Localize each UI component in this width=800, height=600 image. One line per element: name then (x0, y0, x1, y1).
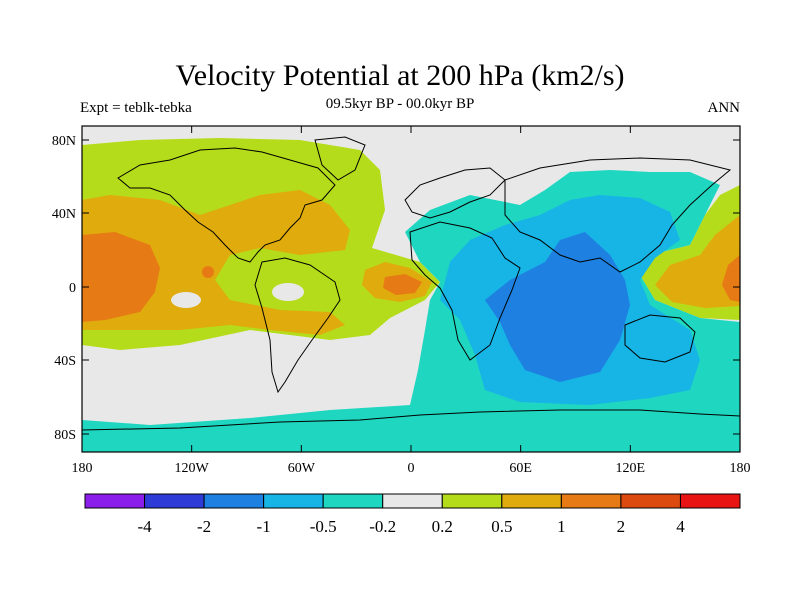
lat-label: 40N (52, 207, 76, 222)
colorbar-label: -0.5 (310, 517, 337, 536)
experiment-label: Expt = teblk-tebka (80, 100, 192, 116)
colorbar-swatch (560, 493, 622, 509)
colorbar-label: 4 (676, 517, 685, 536)
map-title: Velocity Potential at 200 hPa (km2/s) (175, 59, 625, 92)
neutral-hole-amazon (272, 283, 304, 301)
colorbar-swatch (620, 493, 681, 509)
colorbar-label: -2 (197, 517, 211, 536)
lat-label: 0 (69, 281, 76, 296)
coast-north-america (117, 147, 336, 263)
dark-orange-spot (202, 266, 214, 278)
contour-field (82, 126, 740, 452)
colorbar-swatch (501, 493, 562, 509)
colorbar-swatch (203, 493, 265, 509)
colorbar-label: 0.2 (432, 517, 453, 536)
colorbar-label: -0.2 (369, 517, 396, 536)
coast-africa (409, 221, 521, 361)
colorbar-label: 2 (617, 517, 626, 536)
coast-asia (504, 157, 732, 273)
colorbar-swatch (679, 493, 741, 509)
colorbar (84, 493, 741, 509)
colorbar-label: -4 (137, 517, 152, 536)
colorbar-label: 1 (557, 517, 566, 536)
orange-region-east (655, 215, 740, 308)
colorbar-swatch (144, 493, 205, 509)
colorbar-swatch (441, 493, 503, 509)
colorbar-labels: -4 -2 -1 -0.5 -0.2 0.2 0.5 1 2 4 (137, 517, 685, 536)
dark-orange-region-west (82, 232, 160, 322)
colorbar-swatch (322, 493, 384, 509)
lon-label: 0 (408, 461, 415, 476)
lon-label: 180 (730, 461, 751, 476)
lat-label: 80S (54, 428, 76, 443)
lat-label: 40S (54, 354, 76, 369)
dark-orange-region-atlantic (383, 274, 422, 295)
longitude-axis: 180 120W 60W 0 60E 120E 180 (72, 126, 751, 476)
lon-label: 120E (616, 461, 646, 476)
lat-label: 80N (52, 134, 76, 149)
colorbar-swatch (263, 493, 324, 509)
coast-greenland (314, 136, 366, 181)
lon-label: 120W (175, 461, 210, 476)
coast-australia (624, 314, 696, 363)
latitude-axis: 80N 40N 0 40S 80S (52, 134, 740, 443)
coastlines (82, 136, 740, 431)
dark-orange-region-east (722, 255, 740, 302)
lon-label: 60E (509, 461, 532, 476)
coast-antarctica (82, 409, 740, 431)
lon-label: 60W (288, 461, 316, 476)
period-label: 09.5kyr BP - 00.0kyr BP (325, 96, 475, 112)
coast-south-america (254, 257, 341, 394)
season-label: ANN (707, 100, 741, 116)
colorbar-label: 0.5 (491, 517, 512, 536)
negative-region-blue (485, 232, 630, 382)
colorbar-swatch (84, 493, 146, 509)
colorbar-label: -1 (257, 517, 271, 536)
colorbar-swatch (382, 493, 443, 509)
coast-europe (404, 167, 506, 219)
neutral-hole-pacific (171, 292, 201, 308)
lon-label: 180 (72, 461, 93, 476)
